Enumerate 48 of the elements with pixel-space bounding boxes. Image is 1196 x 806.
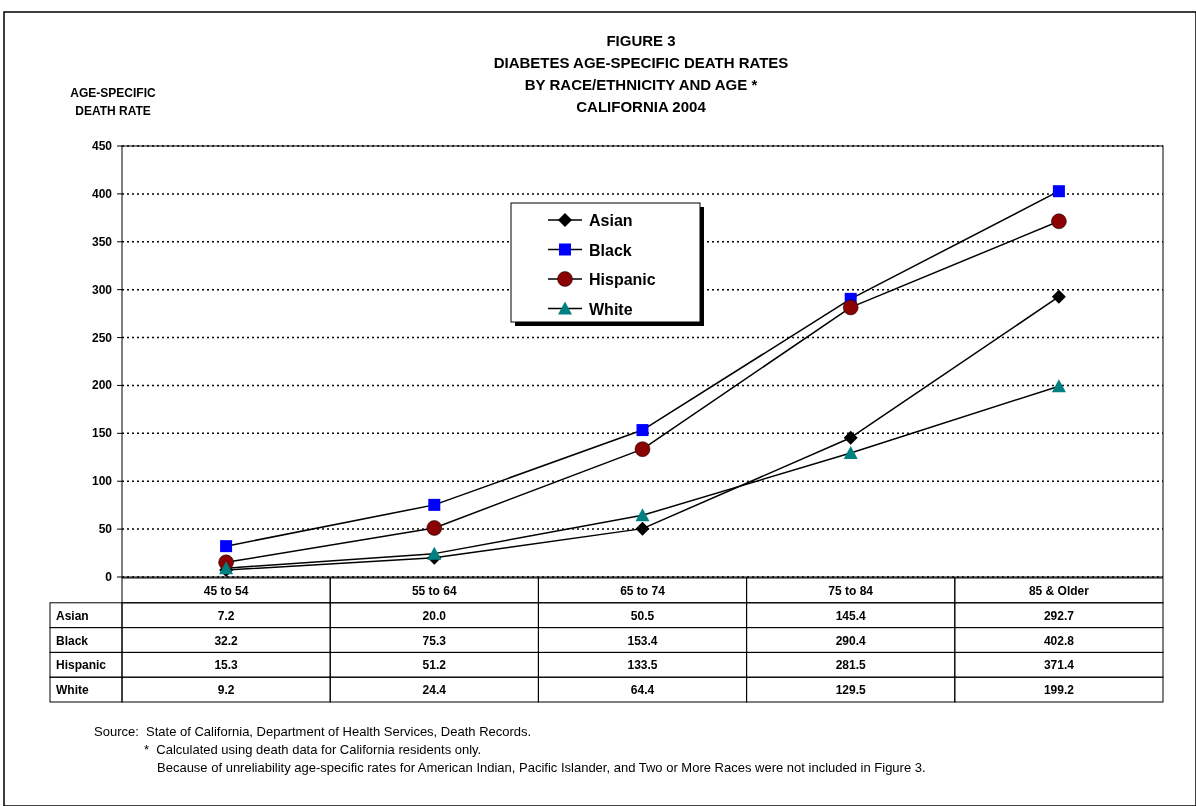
x-tick-label: 45 to 54 <box>203 584 249 598</box>
text: Hispanic <box>56 658 107 673</box>
data-label: 50.5 <box>630 608 655 623</box>
x-tick-label: 65 to 74 <box>620 584 666 598</box>
legend-label: White <box>589 300 633 318</box>
text: White <box>56 683 89 698</box>
data-label: 129.5 <box>835 683 867 698</box>
data-label: 20.0 <box>422 608 447 623</box>
y-tick-label: 450 <box>91 139 113 153</box>
data-label: 402.8 <box>1043 633 1075 648</box>
y-tick-label: 200 <box>91 378 113 393</box>
y-tick-label: 300 <box>91 282 113 297</box>
y-tick-label: 150 <box>91 426 113 441</box>
y-tick-label: 350 <box>91 234 113 249</box>
y-axis-title: AGE-SPECIFIC DEATH RATE <box>70 86 156 118</box>
y-tick-label: 250 <box>91 330 113 345</box>
data-label: 64.4 <box>630 683 655 698</box>
text: Black <box>56 633 89 648</box>
data-label: 153.4 <box>627 633 658 648</box>
data-label: 281.5 <box>835 658 867 673</box>
x-tick-label: 85 & Older <box>1028 584 1090 598</box>
data-label: 24.4 <box>422 683 447 698</box>
legend-label: Hispanic <box>589 271 656 288</box>
text: Because of unreliability age-specific rates for American Indian, Pacific Islander, and Two or More Races were not included in Figure 3. <box>157 760 926 775</box>
data-label: 75.3 <box>422 633 447 648</box>
data-label: 51.2 <box>422 658 447 673</box>
data-label: 9.2 <box>217 683 235 698</box>
y-tick-label: 100 <box>91 474 113 489</box>
x-tick-label: 75 to 84 <box>828 584 874 598</box>
text: Asian <box>56 608 89 623</box>
data-label: 290.4 <box>835 633 867 648</box>
data-label: 199.2 <box>1043 683 1075 698</box>
data-label: 7.2 <box>217 608 235 623</box>
legend-label: Black <box>589 241 632 259</box>
data-label: 145.4 <box>835 608 867 623</box>
y-tick-label: 50 <box>98 522 113 537</box>
chart-title: FIGURE 3 DIABETES AGE-SPECIFIC DEATH RATES BY RACE/ETHNICITY AND AGE * CALIFORNIA 2004 <box>493 32 789 115</box>
legend-label: Asian <box>589 212 633 229</box>
data-label: 32.2 <box>214 633 239 648</box>
source-note: Source: State of California, Department of Health Services, Death Records. <box>94 724 532 739</box>
x-tick-label: 55 to 64 <box>411 584 457 598</box>
data-label: 292.7 <box>1043 608 1075 623</box>
y-tick-label: 0 <box>105 570 113 584</box>
data-label: 371.4 <box>1043 658 1075 673</box>
text: * Calculated using death data for California residents only. <box>144 742 482 757</box>
data-label: 133.5 <box>627 658 658 673</box>
data-label: 15.3 <box>214 658 239 673</box>
y-tick-label: 400 <box>91 186 113 201</box>
